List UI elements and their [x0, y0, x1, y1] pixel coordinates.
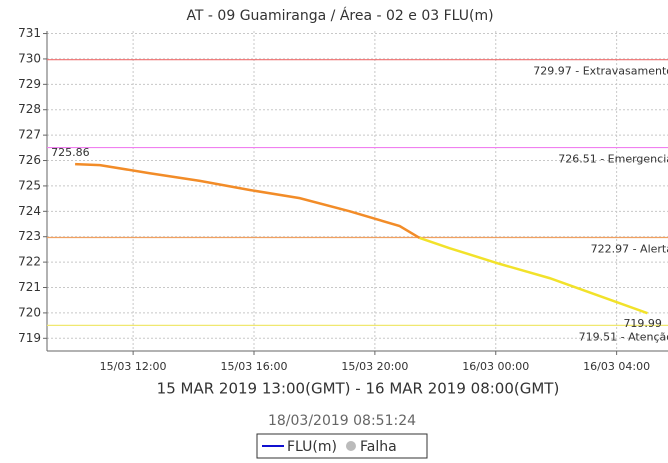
subtitle: 18/03/2019 08:51:24 — [268, 413, 416, 429]
y-tick-label: 730 — [18, 51, 41, 65]
x-tick-label: 15/03 16:00 — [221, 360, 288, 373]
y-tick-label: 728 — [18, 102, 41, 116]
point-label: 725.86 — [51, 146, 90, 159]
y-tick-label: 724 — [18, 204, 41, 218]
x-tick-label: 15/03 20:00 — [341, 360, 408, 373]
threshold-label: 719.51 - Atenção — [579, 330, 668, 343]
x-axis-label: 15 MAR 2019 13:00(GMT) - 16 MAR 2019 08:… — [157, 380, 560, 398]
legend-label: Falha — [360, 439, 397, 455]
threshold-label: 726.51 - Emergencia — [558, 153, 668, 166]
y-tick-label: 731 — [18, 26, 41, 40]
threshold-label: 722.97 - Alerta — [591, 242, 668, 255]
y-tick-label: 722 — [18, 255, 41, 269]
legend-label: FLU(m) — [287, 439, 337, 455]
threshold-label: 729.97 - Extravasamento — [533, 65, 668, 78]
chart-title: AT - 09 Guamiranga / Área - 02 e 03 FLU(… — [186, 7, 493, 24]
x-tick-label: 15/03 12:00 — [100, 360, 167, 373]
y-tick-label: 729 — [18, 77, 41, 91]
data-line — [419, 236, 648, 315]
y-tick-label: 720 — [18, 305, 41, 319]
y-tick-label: 726 — [18, 153, 41, 167]
x-tick-label: 16/03 00:00 — [462, 360, 529, 373]
y-tick-label: 723 — [18, 229, 41, 243]
y-tick-label: 727 — [18, 128, 41, 142]
legend-box — [256, 433, 428, 459]
y-tick-label: 719 — [18, 331, 41, 345]
y-tick-label: 725 — [18, 178, 41, 192]
x-tick-label: 16/03 04:00 — [583, 360, 650, 373]
y-tick-label: 721 — [18, 280, 41, 294]
legend-swatch — [345, 441, 356, 451]
point-label: 719.99 — [623, 317, 662, 330]
data-line — [75, 162, 421, 240]
